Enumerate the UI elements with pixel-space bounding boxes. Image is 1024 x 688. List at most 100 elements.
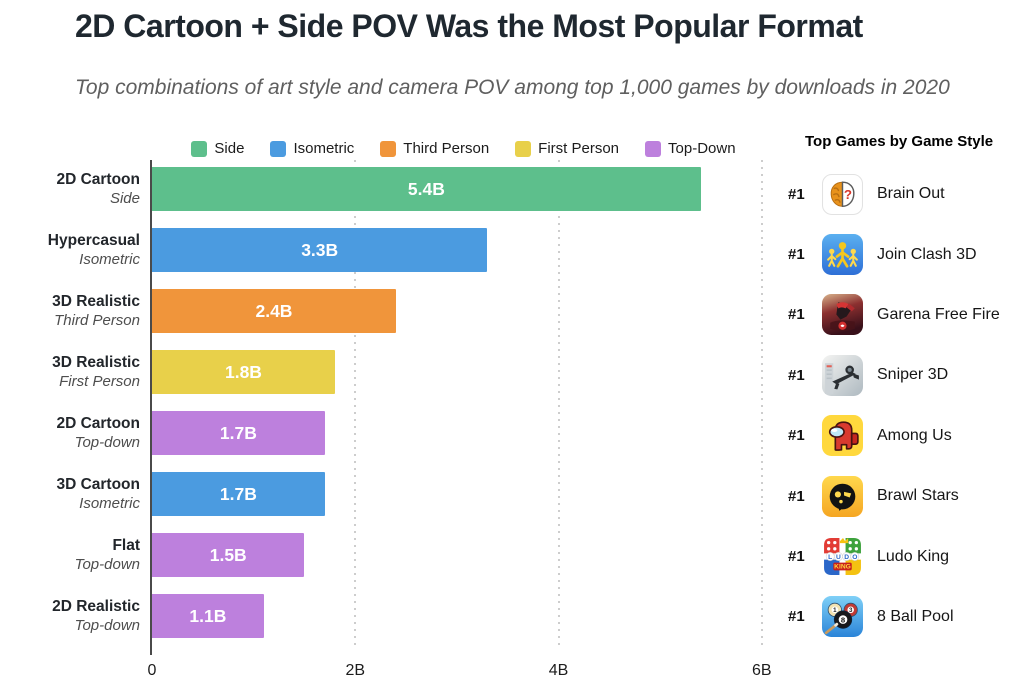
bar-row: Flat Top-down 1.5B — [75, 533, 775, 577]
game-row-among-us: #1 Among Us — [788, 406, 1024, 466]
garena-free-fire-icon — [822, 294, 863, 336]
bar-row: 2D Realistic Top-down 1.1B — [52, 594, 775, 638]
bar-category-label: 3D Realistic First Person — [0, 350, 140, 394]
gridline-4B — [557, 160, 560, 650]
8-ball-pool-icon: 1 3 8 — [822, 596, 863, 638]
pov-label: Isometric — [79, 251, 140, 268]
game-rank: #1 — [788, 366, 805, 384]
bar-category-label: 2D Cartoon Side — [0, 167, 140, 211]
x-tick-label: 4B — [548, 662, 569, 679]
game-name: Garena Free Fire — [877, 305, 1000, 323]
pov-label: Top-down — [74, 556, 140, 573]
legend-label: Top-Down — [668, 140, 736, 157]
chart-legend: Side Isometric Third Person First Person… — [152, 140, 775, 157]
bar: 1.1B — [152, 594, 264, 638]
x-tick-label: 2B — [345, 662, 366, 679]
game-row-brawl-stars: #1 Brawl Stars — [788, 466, 1024, 526]
legend-label: First Person — [538, 140, 620, 157]
art-style-label: 3D Realistic — [52, 354, 140, 371]
legend-label: Side — [214, 140, 245, 157]
game-name: Brain Out — [877, 185, 945, 203]
bar: 3.3B — [152, 228, 488, 272]
game-name: Among Us — [877, 426, 952, 444]
art-style-label: 3D Realistic — [52, 293, 140, 310]
bar-row: 3D Realistic First Person 1.8B — [52, 350, 775, 394]
brawl-stars-icon — [822, 475, 863, 517]
bar-category-label: 2D Cartoon Top-down — [0, 411, 140, 455]
top-games-list: #1 ? Brain Out — [788, 164, 1024, 647]
brain-out-icon: ? — [822, 173, 863, 215]
bar: 1.7B — [152, 472, 325, 516]
legend-swatch-isometric — [270, 140, 287, 157]
page-title: 2D Cartoon + Side POV Was the Most Popul… — [75, 8, 863, 44]
legend-item-third-person: Third Person — [380, 140, 489, 157]
game-row-brain-out: #1 ? Brain Out — [788, 164, 1024, 224]
legend-swatch-third-person — [380, 140, 397, 157]
bar-value-label: 1.5B — [209, 544, 247, 565]
bar-category-label: 3D Realistic Third Person — [0, 289, 140, 333]
y-axis-line — [150, 160, 152, 655]
pov-label: Side — [109, 190, 140, 207]
svg-text:U: U — [836, 554, 841, 561]
sidebar-title: Top Games by Game Style — [805, 133, 994, 150]
page-subtitle: Top combinations of art style and camera… — [75, 76, 950, 99]
art-style-label: Flat — [112, 537, 140, 554]
among-us-icon — [822, 415, 863, 457]
bar: 5.4B — [152, 167, 701, 211]
legend-label: Third Person — [403, 140, 490, 157]
bar: 2.4B — [152, 289, 396, 333]
legend-item-isometric: Isometric — [270, 140, 354, 157]
game-rank: #1 — [788, 608, 805, 626]
bar-value-label: 1.7B — [219, 422, 257, 443]
bar-category-label: 3D Cartoon Isometric — [0, 472, 140, 516]
game-name: 8 Ball Pool — [877, 607, 954, 625]
gridline-2B — [354, 160, 357, 650]
x-tick-label: 6B — [751, 662, 772, 679]
svg-text:O: O — [852, 554, 857, 561]
bar-row: 2D Cartoon Top-down 1.7B — [56, 411, 775, 455]
game-rank: #1 — [788, 185, 805, 203]
bar: 1.7B — [152, 411, 325, 455]
game-row-ludo-king: #1 — [788, 526, 1024, 586]
ludo-king-icon: L U D O KING — [822, 536, 863, 578]
pov-label: Top-down — [74, 617, 140, 634]
join-clash-3d-icon — [822, 234, 863, 276]
game-rank: #1 — [788, 487, 805, 505]
svg-text:8: 8 — [841, 616, 846, 625]
bar-value-label: 5.4B — [407, 178, 445, 199]
game-name: Brawl Stars — [877, 487, 959, 505]
svg-text:KING: KING — [834, 564, 851, 571]
legend-swatch-top-down — [645, 140, 662, 157]
art-style-label: 2D Cartoon — [56, 171, 140, 188]
bar: 1.8B — [152, 350, 335, 394]
bar-row: 3D Cartoon Isometric 1.7B — [56, 472, 775, 516]
pov-label: Top-down — [74, 434, 140, 451]
game-rank: #1 — [788, 548, 805, 566]
bar-row: 3D Realistic Third Person 2.4B — [52, 289, 775, 333]
legend-swatch-side — [191, 140, 208, 157]
x-tick-label: 0 — [147, 662, 157, 679]
art-style-label: 3D Cartoon — [56, 476, 140, 493]
art-style-label: Hypercasual — [47, 232, 140, 249]
legend-item-first-person: First Person — [515, 140, 619, 157]
game-row-sniper-3d: #1 — [788, 345, 1024, 405]
legend-label: Isometric — [293, 140, 355, 157]
game-rank: #1 — [788, 427, 805, 445]
legend-swatch-first-person — [515, 140, 532, 157]
svg-text:D: D — [844, 554, 849, 561]
bar-row: 2D Cartoon Side 5.4B — [56, 167, 775, 211]
bar-value-label: 1.8B — [224, 361, 262, 382]
svg-text:1: 1 — [833, 608, 837, 615]
game-name: Ludo King — [877, 547, 950, 565]
bar-category-label: Flat Top-down — [0, 533, 140, 577]
bar-row: Hypercasual Isometric 3.3B — [48, 228, 775, 272]
game-row-garena-free-fire: #1 Garena Free Fire — [788, 285, 1024, 345]
legend-item-side: Side — [191, 140, 244, 157]
game-rank: #1 — [788, 306, 805, 324]
game-row-join-clash-3d: #1 Join Clash 3D — [788, 224, 1024, 284]
game-name: Sniper 3D — [877, 366, 949, 384]
sniper-3d-icon — [822, 354, 863, 396]
bar-value-label: 2.4B — [255, 300, 293, 321]
pov-label: Isometric — [79, 495, 140, 512]
